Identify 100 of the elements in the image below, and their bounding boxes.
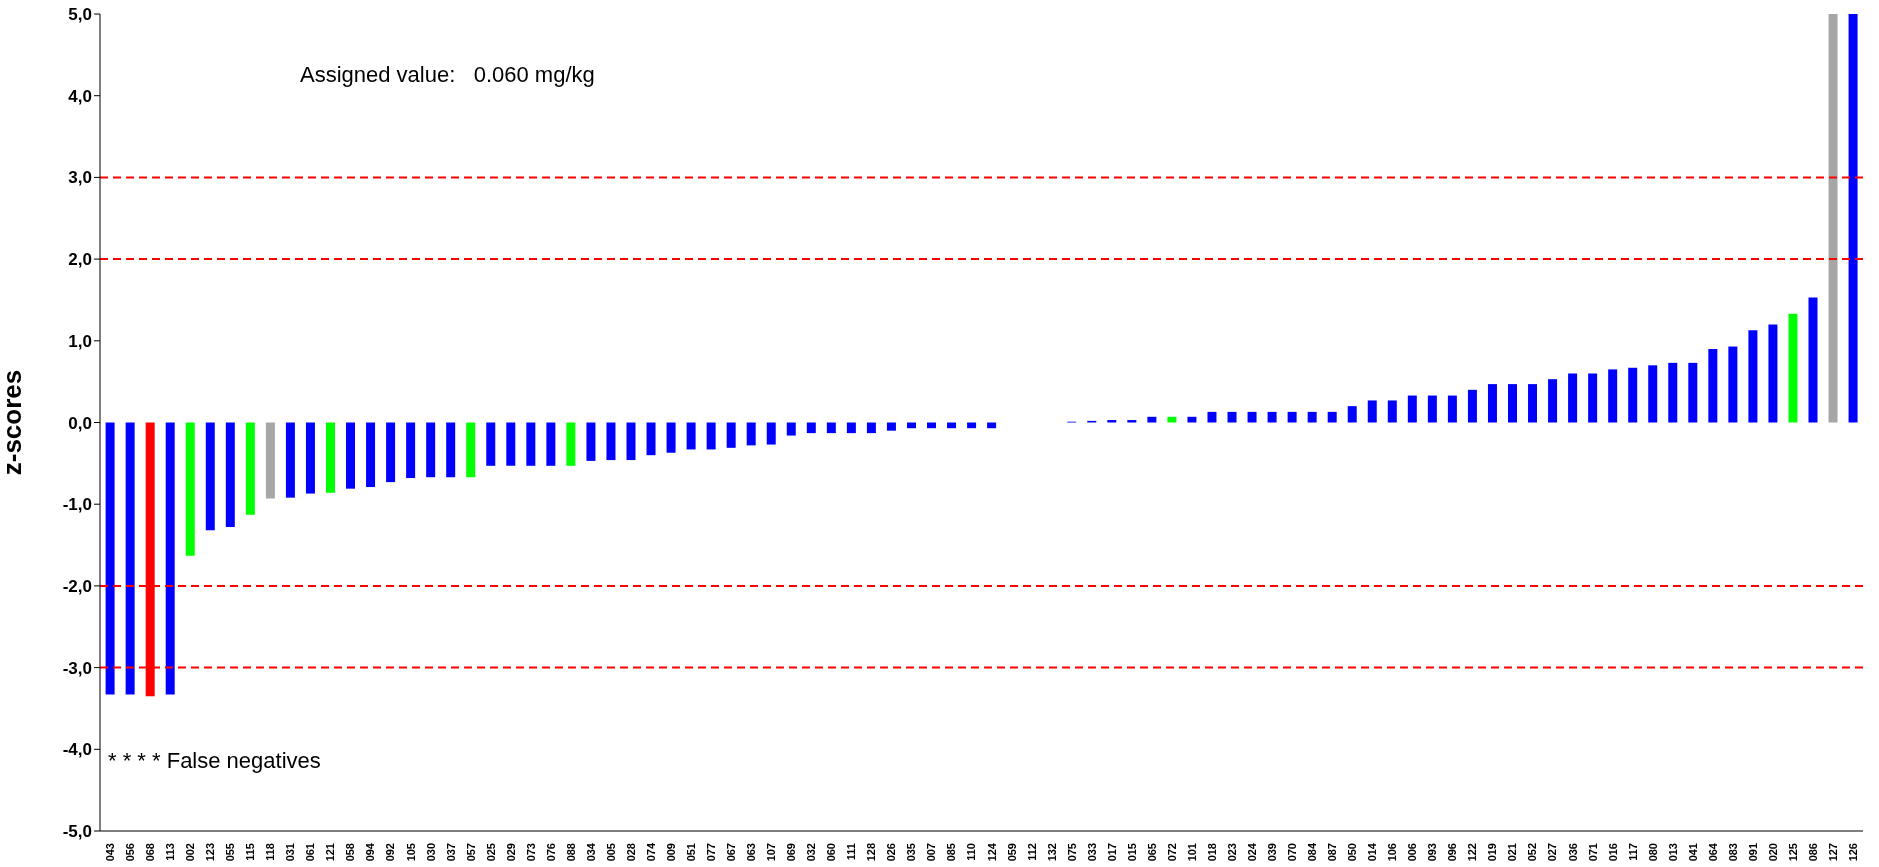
x-tick-label: 043 xyxy=(104,843,117,862)
x-tick-label: 069 xyxy=(785,843,798,862)
bar xyxy=(346,422,356,489)
x-tick-label: 128 xyxy=(865,843,878,862)
y-tick-label: 2,0 xyxy=(68,250,92,270)
x-tick-label: 036 xyxy=(1566,843,1579,862)
x-tick-label: 125 xyxy=(1786,843,1799,862)
bar xyxy=(1788,313,1798,423)
bar xyxy=(586,422,596,461)
bar xyxy=(1828,14,1838,423)
y-tick-label: -3,0 xyxy=(62,658,92,678)
bar xyxy=(426,422,436,478)
x-tick-label: 105 xyxy=(404,843,417,862)
bar xyxy=(1267,411,1277,423)
bar xyxy=(1187,416,1197,423)
bar xyxy=(1467,389,1477,423)
bar xyxy=(1327,411,1337,423)
x-tick-label: 126 xyxy=(1846,843,1859,862)
x-tick-label: 026 xyxy=(885,843,898,862)
bar xyxy=(666,422,676,453)
x-tick-label: 068 xyxy=(144,843,157,862)
x-tick-label: 122 xyxy=(1466,843,1479,862)
x-tick-label: 118 xyxy=(264,843,277,861)
x-tick-label: 032 xyxy=(805,843,818,862)
bar xyxy=(1247,411,1257,423)
x-tick-label: 121 xyxy=(324,843,337,862)
x-tick-label: 077 xyxy=(705,843,718,862)
bar xyxy=(446,422,456,478)
x-tick-label: 061 xyxy=(304,843,317,862)
bar xyxy=(846,422,856,434)
bar xyxy=(1608,369,1618,423)
bar xyxy=(1167,416,1177,423)
x-tick-label: 013 xyxy=(1666,843,1679,862)
x-tick-label: 025 xyxy=(484,843,497,862)
bar xyxy=(305,422,315,494)
x-tick-label: 085 xyxy=(945,843,958,862)
x-tick-label: 075 xyxy=(1065,843,1078,862)
bar xyxy=(1728,346,1738,423)
bar xyxy=(506,422,516,466)
bar xyxy=(366,422,376,488)
bar xyxy=(706,422,716,450)
x-tick-label: 065 xyxy=(1145,843,1158,862)
x-tick-label: 058 xyxy=(344,843,357,862)
bar xyxy=(1588,373,1598,423)
y-tick-label: -5,0 xyxy=(62,822,92,842)
x-tick-label: 059 xyxy=(1005,843,1018,862)
bar xyxy=(1808,297,1818,423)
x-tick-label: 087 xyxy=(1326,843,1339,862)
x-tick-label: 024 xyxy=(1245,842,1258,862)
bar xyxy=(786,422,796,436)
x-tick-label: 073 xyxy=(524,843,537,862)
bar xyxy=(1287,411,1297,423)
bar xyxy=(686,422,696,450)
x-tick-label: 084 xyxy=(1306,842,1319,862)
y-tick-label: 3,0 xyxy=(68,168,92,188)
bar xyxy=(205,422,215,531)
bar xyxy=(325,422,335,493)
y-tick-label: 1,0 xyxy=(68,331,92,351)
bar xyxy=(1768,324,1778,423)
x-tick-label: 014 xyxy=(1366,842,1379,862)
bar xyxy=(566,422,576,466)
x-tick-label: 021 xyxy=(1506,843,1519,862)
bar xyxy=(1367,400,1377,423)
bar xyxy=(1528,384,1538,423)
bar xyxy=(165,422,175,695)
bar xyxy=(406,422,416,479)
bar xyxy=(386,422,396,483)
x-tick-label: 070 xyxy=(1286,843,1299,862)
bar xyxy=(1227,411,1237,423)
annotation: Assigned value: 0.060 mg/kg xyxy=(300,62,595,88)
bar xyxy=(806,422,816,434)
x-tick-label: 057 xyxy=(464,843,477,862)
x-tick-label: 117 xyxy=(1626,843,1639,861)
x-tick-label: 110 xyxy=(965,843,978,861)
x-tick-label: 033 xyxy=(1085,843,1098,862)
x-tick-label: 035 xyxy=(905,843,918,862)
x-tick-label: 088 xyxy=(564,843,577,862)
bar xyxy=(466,422,476,478)
bar xyxy=(1548,379,1558,423)
x-tick-label: 074 xyxy=(644,842,657,862)
bar xyxy=(1487,384,1497,423)
bar xyxy=(1508,384,1517,423)
x-tick-label: 005 xyxy=(604,843,617,862)
bar xyxy=(1127,420,1137,423)
x-tick-label: 016 xyxy=(1606,843,1619,862)
x-tick-label: 086 xyxy=(1806,843,1819,862)
bar xyxy=(726,422,736,448)
x-tick-label: 083 xyxy=(1726,843,1739,862)
x-tick-label: 060 xyxy=(825,843,838,862)
x-tick-label: 029 xyxy=(504,843,517,862)
x-tick-label: 018 xyxy=(1205,843,1218,862)
y-tick-label: -1,0 xyxy=(62,495,92,515)
bar xyxy=(185,422,195,556)
bar xyxy=(225,422,235,528)
x-tick-label: 123 xyxy=(204,843,217,862)
bar xyxy=(1347,406,1357,423)
x-tick-label: 124 xyxy=(985,842,998,862)
x-tick-label: 037 xyxy=(444,843,457,862)
x-tick-label: 071 xyxy=(1586,843,1599,862)
x-tick-label: 030 xyxy=(424,843,437,862)
